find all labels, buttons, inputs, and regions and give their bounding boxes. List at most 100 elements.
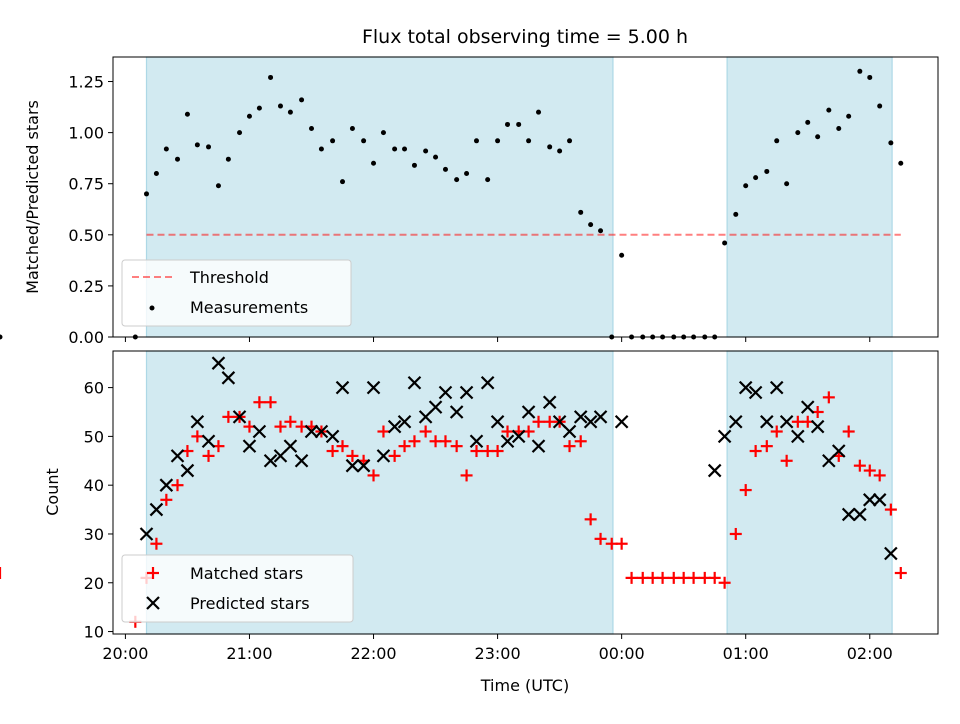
- x-tick-label: 00:00: [599, 644, 645, 663]
- matched-star-point: [894, 567, 907, 580]
- measurement-point: [557, 148, 563, 154]
- predicted-star-point: [791, 429, 805, 444]
- marker-stroke: [387, 419, 402, 434]
- marker-stroke: [872, 493, 887, 507]
- predicted-star-point: [738, 380, 753, 395]
- measurement-point: [536, 109, 542, 115]
- predicted-star-point: [232, 410, 247, 424]
- matched-star-point: [873, 469, 886, 482]
- measurements-legend-swatch: [149, 305, 155, 311]
- marker-stroke: [884, 546, 898, 561]
- x-tick-label: 20:00: [102, 644, 148, 663]
- marker-stroke: [791, 429, 805, 444]
- measurement-point: [340, 179, 346, 185]
- measurement-point: [753, 175, 759, 181]
- marker-stroke: [304, 424, 319, 439]
- marker-stroke: [294, 454, 309, 468]
- predicted-star-point: [500, 434, 515, 449]
- marker-stroke: [853, 507, 867, 522]
- predicted-star-point: [294, 454, 309, 468]
- marker-stroke: [159, 478, 174, 492]
- x-tick-label: 21:00: [226, 644, 272, 663]
- marker-stroke: [614, 414, 629, 429]
- measurement-point: [619, 252, 625, 258]
- matched-star-point: [191, 430, 204, 443]
- marker-stroke: [511, 429, 526, 444]
- marker-stroke: [335, 380, 350, 395]
- predicted-star-point: [139, 527, 154, 541]
- marker-stroke: [180, 463, 195, 478]
- matched-star-point: [470, 445, 483, 458]
- predicted-star-point: [366, 380, 381, 395]
- marker-stroke: [583, 414, 598, 429]
- measurement-point: [308, 126, 314, 132]
- measurement-point: [722, 240, 728, 246]
- predicted-star-point: [459, 385, 474, 400]
- matched-star-point: [884, 503, 897, 516]
- measurement-point: [454, 177, 460, 183]
- measurement-point: [598, 228, 604, 234]
- marker-stroke: [325, 429, 340, 444]
- measurement-point: [268, 74, 274, 80]
- measurement-point: [299, 97, 305, 103]
- matched-star-point: [336, 440, 349, 453]
- matched-star-point: [419, 425, 432, 438]
- predicted-star-point: [614, 414, 629, 429]
- predicted-star-point: [211, 356, 226, 370]
- measurement-point: [464, 170, 470, 176]
- marker-stroke: [542, 395, 557, 410]
- measurement-point: [402, 146, 408, 152]
- y-tick-label: 1.00: [68, 124, 104, 143]
- marker-stroke: [201, 434, 216, 449]
- matched-star-point: [563, 440, 576, 453]
- predicted-star-point: [760, 414, 774, 429]
- measurement-point: [898, 160, 904, 166]
- marker-stroke: [717, 429, 732, 444]
- predicted-star-point: [149, 502, 164, 517]
- measurement-point: [371, 160, 377, 166]
- predicted-star-point: [345, 458, 360, 473]
- measurement-point: [846, 113, 852, 119]
- predicted-star-point: [779, 414, 794, 429]
- matched-star-point: [863, 464, 876, 477]
- y-tick-label: 50: [84, 427, 104, 446]
- predicted-star-point: [190, 414, 205, 429]
- marker-stroke: [490, 414, 505, 429]
- matched-star-point: [853, 459, 866, 472]
- measurement-point: [442, 166, 448, 172]
- top-panel: 0.00 0.25 0.50 0.75 1.00 1.25 Flux total obse…: [0, 26, 939, 347]
- marker-stroke: [263, 454, 278, 468]
- measurement-point: [764, 168, 770, 174]
- matched-star-point: [264, 396, 277, 409]
- predicted-star-point: [769, 380, 784, 395]
- measurement-point: [485, 177, 491, 183]
- predicted-star-point: [397, 414, 412, 429]
- measurement-point: [588, 222, 594, 228]
- predicted-star-point: [583, 414, 598, 429]
- matched-star-point: [398, 440, 411, 453]
- measurement-point: [194, 142, 200, 148]
- matched-star-point: [574, 435, 587, 448]
- matched-star-point: [253, 396, 266, 409]
- measurement-point: [330, 138, 336, 144]
- predicted-star-point: [729, 414, 743, 429]
- matched-star-point: [770, 425, 783, 438]
- marker-stroke: [232, 410, 247, 424]
- predicted-star-point: [407, 375, 422, 390]
- matched-star-point: [656, 571, 669, 584]
- predicted-star-point: [573, 410, 588, 424]
- marker-stroke: [366, 380, 381, 395]
- matched-star-point: [625, 571, 638, 584]
- marker-stroke: [459, 385, 474, 400]
- predicted-star-point: [562, 424, 577, 439]
- matched-star-point: [584, 513, 597, 526]
- matched-star-point: [780, 454, 793, 467]
- top-y-axis-label: Matched/Predicted stars: [23, 100, 42, 294]
- marker-stroke: [314, 424, 329, 439]
- predicted-star-point: [521, 405, 536, 419]
- marker-stroke: [707, 463, 722, 478]
- predicted-star-point: [800, 400, 815, 414]
- measurements-legend-label: Measurements: [190, 298, 308, 317]
- matched-star-point: [450, 440, 463, 453]
- matched-star-point: [718, 576, 731, 589]
